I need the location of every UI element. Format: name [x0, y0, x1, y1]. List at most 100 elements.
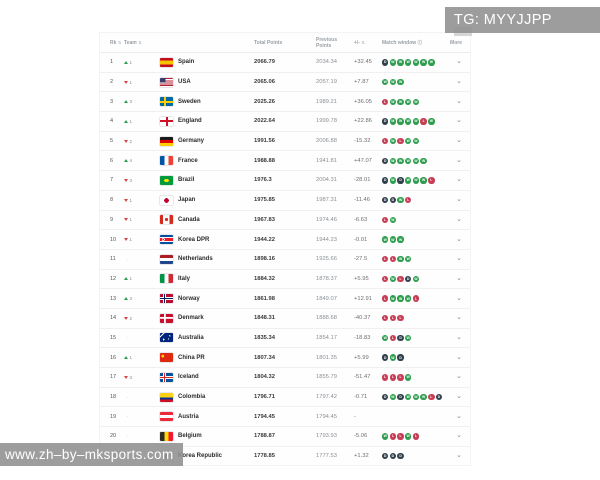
total-points: 1778.85: [254, 453, 275, 460]
chevron-down-icon[interactable]: ⌄: [456, 97, 462, 105]
rank-value: 4: [110, 118, 114, 125]
result-win-badge: W: [397, 295, 404, 302]
result-win-badge: W: [397, 98, 404, 105]
more-cell: ⌄: [444, 196, 462, 204]
more-cell: ⌄: [444, 393, 462, 401]
header-team[interactable]: Team ⇅: [124, 40, 254, 46]
result-win-badge: W: [412, 59, 420, 66]
flag-icon: [160, 333, 173, 343]
ranking-table: Rk ⇅ Team ⇅ Total Points Previous Points…: [100, 27, 472, 466]
team-name: Denmark: [178, 315, 204, 322]
result-win-badge: W: [382, 236, 389, 243]
previous-points: 1801.35: [316, 354, 337, 361]
team-cell: Korea DPR: [158, 235, 254, 245]
team-cell: Denmark: [158, 313, 254, 323]
rank-movement: -: [127, 433, 129, 439]
rank-movement: 1: [124, 198, 158, 203]
chevron-down-icon[interactable]: ⌄: [456, 353, 462, 361]
header-more-label: More: [450, 39, 462, 46]
chevron-down-icon[interactable]: ⌄: [456, 294, 462, 302]
flag-icon: [160, 156, 173, 166]
chevron-down-icon[interactable]: ⌄: [456, 137, 462, 145]
points-change: -11.46: [354, 197, 371, 204]
down-arrow-icon: [124, 316, 128, 320]
chevron-down-icon[interactable]: ⌄: [456, 156, 462, 164]
previous-points: 1797.42: [316, 394, 337, 401]
chevron-down-icon[interactable]: ⌄: [456, 333, 462, 341]
watermark-bottom-left: www.zh–by–mksports.com: [0, 443, 183, 466]
total-points: 1788.87: [254, 433, 275, 440]
chevron-down-icon[interactable]: ⌄: [456, 373, 462, 381]
header-plus-minus[interactable]: +/- ⇅: [352, 40, 382, 46]
rank-value: 1: [110, 59, 114, 66]
chevron-down-icon[interactable]: ⌄: [456, 117, 462, 125]
result-loss-badge: L: [397, 374, 404, 381]
result-win-badge: W: [397, 256, 404, 263]
result-win-badge: W: [405, 295, 412, 302]
result-draw-badge: D: [397, 393, 404, 401]
chevron-down-icon[interactable]: ⌄: [456, 176, 462, 184]
chevron-down-icon[interactable]: ⌄: [456, 215, 462, 223]
table-header-row: Rk ⇅ Team ⇅ Total Points Previous Points…: [100, 33, 470, 53]
chevron-down-icon[interactable]: ⌄: [456, 196, 462, 204]
chevron-down-icon[interactable]: ⌄: [456, 452, 462, 460]
result-loss-badge: L: [397, 275, 404, 283]
chevron-down-icon[interactable]: ⌄: [456, 432, 462, 440]
chevron-down-icon[interactable]: ⌄: [456, 314, 462, 322]
result-win-badge: W: [420, 157, 427, 164]
result-loss-badge: L: [389, 374, 397, 381]
up-arrow-icon: [124, 60, 128, 64]
down-arrow-icon: [124, 238, 128, 242]
result-draw-badge: D: [382, 59, 389, 66]
total-points: 1807.34: [254, 354, 275, 361]
rank-movement: 1: [124, 276, 158, 281]
flag-icon: [160, 57, 173, 67]
points-change: +32.45: [354, 59, 372, 66]
chevron-down-icon[interactable]: ⌄: [456, 255, 462, 263]
header-rank[interactable]: Rk ⇅: [110, 40, 124, 46]
team-name: Korea DPR: [178, 236, 210, 243]
rank-movement: 3: [124, 296, 158, 301]
chevron-down-icon[interactable]: ⌄: [456, 58, 462, 66]
header-previous-points: Previous Points: [310, 37, 352, 49]
points-change: -6.63: [354, 216, 368, 223]
chevron-down-icon[interactable]: ⌄: [456, 78, 462, 86]
flag-icon: [160, 136, 173, 146]
info-icon[interactable]: ⓘ: [417, 39, 423, 45]
rank-value: 17: [110, 374, 117, 381]
table-row[interactable]: 11 - Netherlands 1898.16 1925.66 -27.5 L…: [100, 250, 470, 270]
team-name: Austria: [178, 413, 199, 420]
chevron-down-icon[interactable]: ⌄: [456, 235, 462, 243]
rank-movement: -: [127, 335, 129, 341]
chevron-down-icon[interactable]: ⌄: [456, 274, 462, 282]
previous-points: 1888.68: [316, 315, 337, 322]
result-loss-badge: L: [382, 216, 389, 224]
previous-points: 1849.07: [316, 295, 337, 302]
flag-icon: [160, 195, 173, 205]
flag-icon: [160, 215, 173, 225]
chevron-down-icon[interactable]: ⌄: [456, 412, 462, 420]
flag-icon: [160, 175, 173, 185]
chevron-down-icon[interactable]: ⌄: [456, 393, 462, 401]
table-row[interactable]: 19 - Austria 1794.45 1794.45 - ⌄: [100, 407, 470, 428]
